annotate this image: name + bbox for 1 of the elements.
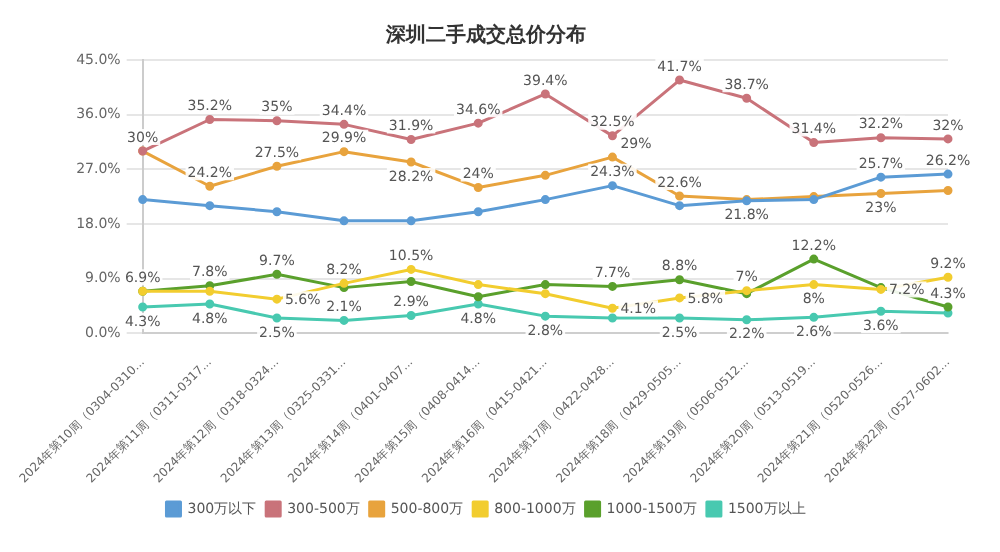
chart-title: 深圳二手成交总价分布 xyxy=(384,23,586,48)
